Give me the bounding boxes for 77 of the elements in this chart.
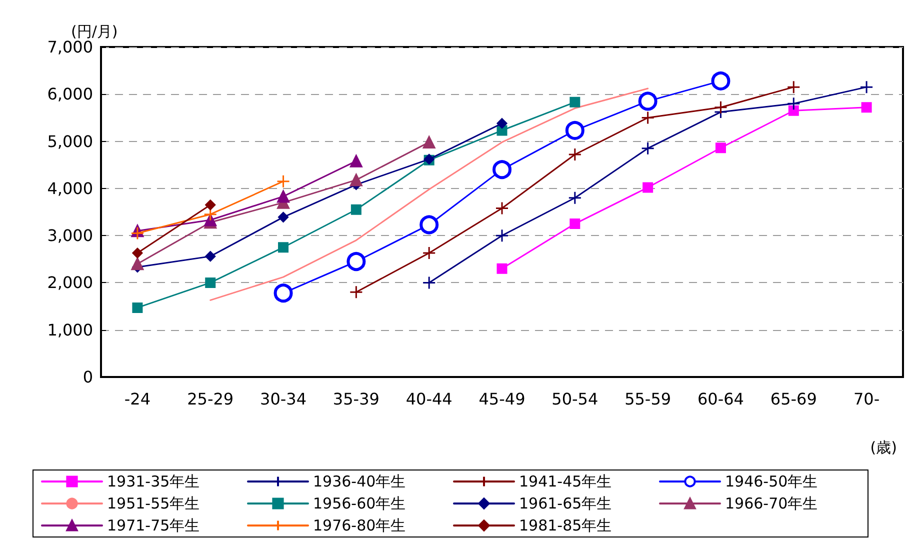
text: (歳) xyxy=(870,438,898,456)
point xyxy=(130,226,144,240)
point xyxy=(350,174,362,186)
legend-label: 1971-75年生 xyxy=(107,516,200,534)
legend-label: 1946-50年生 xyxy=(725,472,818,490)
point xyxy=(276,174,290,188)
x-tick-label: 30-34 xyxy=(260,390,307,408)
legend-label: 1951-55年生 xyxy=(107,494,200,512)
point xyxy=(277,190,290,203)
point xyxy=(420,215,439,234)
x-tick-label: 45-49 xyxy=(478,390,526,408)
y-tick-label: 1,000 xyxy=(47,320,93,340)
point xyxy=(496,118,508,129)
point xyxy=(496,263,508,274)
point xyxy=(422,136,436,148)
point xyxy=(205,200,216,210)
point xyxy=(565,120,584,140)
point xyxy=(274,284,293,303)
y-tick-label: 0 xyxy=(82,368,93,386)
y-tick-label: 7,000 xyxy=(47,38,93,56)
point xyxy=(492,160,512,180)
point xyxy=(350,204,362,215)
legend-label: 1936-40年生 xyxy=(313,472,406,490)
point xyxy=(350,154,362,168)
point xyxy=(711,71,730,90)
point xyxy=(205,277,216,288)
x-tick-label: 50-54 xyxy=(552,390,598,408)
point xyxy=(714,100,728,114)
point xyxy=(132,248,143,258)
point xyxy=(786,96,800,110)
x-tick-label: 70- xyxy=(853,390,880,408)
x-tick-label: 65-69 xyxy=(770,390,817,408)
legend-label: 1956-60年生 xyxy=(313,494,406,512)
point xyxy=(641,142,655,156)
point xyxy=(131,258,144,270)
x-tick-label: 40-44 xyxy=(406,390,452,408)
y-tick-label: 2,000 xyxy=(47,273,93,292)
y-tick-label: 4,000 xyxy=(47,178,93,198)
point xyxy=(278,212,289,222)
point xyxy=(642,182,654,193)
point xyxy=(422,246,436,260)
point xyxy=(638,92,658,111)
y-tick-label: 6,000 xyxy=(47,84,93,104)
point xyxy=(641,110,655,124)
y-axis-title: (円/月) xyxy=(71,22,118,40)
point xyxy=(349,285,363,299)
point xyxy=(568,191,582,205)
legend-label: 1941-45年生 xyxy=(519,472,612,490)
point xyxy=(346,252,366,271)
point xyxy=(786,80,800,94)
point xyxy=(132,302,143,313)
point xyxy=(495,228,509,242)
legend-label: 1966-70年生 xyxy=(725,494,818,512)
point xyxy=(422,276,436,290)
point xyxy=(861,102,872,113)
point xyxy=(205,251,216,262)
legend-label: 1976-80年生 xyxy=(313,516,406,534)
point xyxy=(570,218,580,230)
y-tick-label: 3,000 xyxy=(47,226,93,246)
legend-label: 1931-35年生 xyxy=(107,472,200,490)
x-tick-label: -24 xyxy=(124,390,151,408)
point xyxy=(788,105,799,116)
y-tick-label: 5,000 xyxy=(47,132,93,151)
point xyxy=(860,80,874,94)
line-series xyxy=(210,88,649,301)
point xyxy=(715,142,726,154)
point xyxy=(568,148,582,162)
point xyxy=(495,201,509,215)
x-tick-label: 35-39 xyxy=(332,390,380,408)
legend-label: 1961-65年生 xyxy=(519,494,612,512)
x-tick-label: 60-64 xyxy=(697,390,744,408)
x-tick-label: 25-29 xyxy=(187,390,234,408)
legend-label: 1981-85年生 xyxy=(519,516,612,534)
point xyxy=(278,242,289,253)
x-tick-label: 55-59 xyxy=(624,390,672,408)
point xyxy=(204,208,218,222)
point xyxy=(570,96,580,108)
